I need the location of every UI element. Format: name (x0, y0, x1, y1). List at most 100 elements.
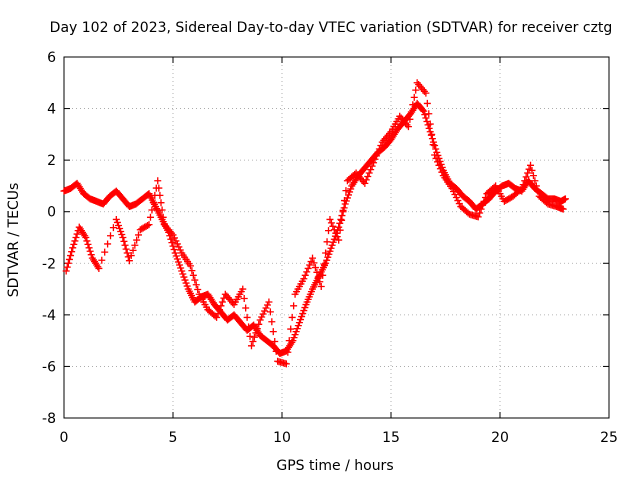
data-point-interp (364, 172, 372, 180)
data-point-interp (434, 158, 442, 166)
data-point-interp (342, 187, 350, 195)
data-point (431, 151, 439, 159)
data-point-interp (156, 191, 164, 199)
data-point-interp (116, 224, 124, 232)
data-point-interp (72, 234, 80, 241)
data-point-interp (425, 110, 433, 118)
data-point-interp (71, 237, 79, 245)
y-tick-label: -6 (42, 359, 56, 375)
data-point (527, 161, 535, 169)
data-point-interp (250, 333, 258, 341)
data-point-interp (425, 124, 433, 132)
data-point-interp (146, 213, 154, 221)
data-point-interp (327, 219, 335, 227)
data-point-interp (428, 135, 436, 143)
data-point-interp (339, 206, 347, 214)
data-point-interp (407, 108, 415, 116)
data-point-interp (155, 184, 163, 192)
data-point (326, 215, 334, 223)
data-point (309, 254, 317, 262)
data-point-interp (528, 166, 536, 174)
data-point-interp (263, 301, 271, 309)
data-point-interp (452, 194, 460, 202)
data-point-interp (304, 264, 312, 272)
data-point-interp (167, 235, 175, 243)
data-point-interp (340, 197, 348, 205)
data-point-interp (87, 251, 95, 259)
data-point-interp (172, 237, 180, 245)
data-point-interp (406, 115, 414, 123)
y-axis-label: SDTVAR / TECUs (6, 183, 22, 298)
data-point-interp (117, 227, 125, 235)
data-point-interp (149, 199, 157, 207)
data-point-interp (258, 313, 266, 321)
y-tick-label: 0 (47, 205, 56, 221)
data-point-interp (298, 313, 306, 321)
data-point-interp (268, 318, 276, 326)
data-point-interp (98, 256, 106, 264)
data-point-interp (288, 313, 296, 321)
axis-ticks: 0 5 10 15 20 25 -8 -6 -4 -2 0 2 4 6 (42, 50, 618, 446)
data-point-interp (368, 162, 376, 170)
data-point-interp (191, 276, 199, 284)
data-point-interp (422, 114, 430, 122)
data-point (119, 234, 127, 241)
data-point-interp (323, 256, 331, 264)
data-point-interp (290, 334, 298, 342)
data-point-interp (300, 307, 308, 315)
data-point-interp (255, 320, 263, 328)
x-tick-label: 0 (60, 430, 69, 446)
data-point-interp (109, 224, 117, 232)
data-point-interp (179, 270, 187, 278)
x-tick-label: 25 (600, 430, 618, 446)
data-point-interp (294, 322, 302, 330)
data-point-interp (181, 276, 189, 284)
y-tick-label: -8 (42, 411, 56, 427)
grid-lines (64, 57, 609, 418)
data-point-interp (182, 279, 190, 287)
data-point-interp (214, 310, 222, 318)
data-point-interp (172, 252, 180, 260)
data-point-interp (299, 310, 307, 318)
data-point-interp (123, 249, 131, 257)
data-point-interp (477, 205, 485, 213)
data-point (561, 195, 569, 203)
data-point-interp (285, 337, 293, 345)
data-point-interp (159, 213, 167, 221)
y-tick-label: -2 (42, 256, 56, 272)
data-point-interp (177, 264, 185, 272)
data-point (125, 257, 133, 265)
data-point-interp (243, 313, 251, 321)
data-point-interp (365, 169, 373, 177)
data-point-interp (189, 271, 197, 279)
data-point (448, 185, 456, 193)
data-point (361, 179, 369, 187)
data-point-interp (306, 261, 314, 269)
data-point-interp (134, 231, 142, 239)
data-point (178, 267, 186, 275)
data-point (317, 282, 325, 290)
data-point-interp (310, 259, 318, 267)
data-point-interp (313, 268, 321, 276)
data-point (186, 262, 194, 270)
data-point (171, 249, 179, 257)
data-point-interp (476, 209, 484, 217)
data-point-interp (412, 86, 420, 94)
data-point (62, 267, 70, 275)
data-point-interp (252, 329, 260, 337)
data-point-interp (344, 191, 352, 199)
data-point (295, 319, 303, 327)
data-point-interp (410, 93, 418, 101)
data-point (247, 342, 255, 350)
data-point-interp (262, 304, 270, 312)
data-point-interp (292, 328, 300, 336)
data-point-interp (297, 316, 305, 324)
data-point-interp (194, 286, 202, 294)
data-point-interp (421, 111, 429, 119)
data-point-interp (291, 331, 299, 339)
data-point-interp (423, 99, 431, 107)
data-point-interp (216, 306, 224, 314)
data-point-interp (242, 304, 250, 312)
data-point-interp (333, 233, 341, 241)
